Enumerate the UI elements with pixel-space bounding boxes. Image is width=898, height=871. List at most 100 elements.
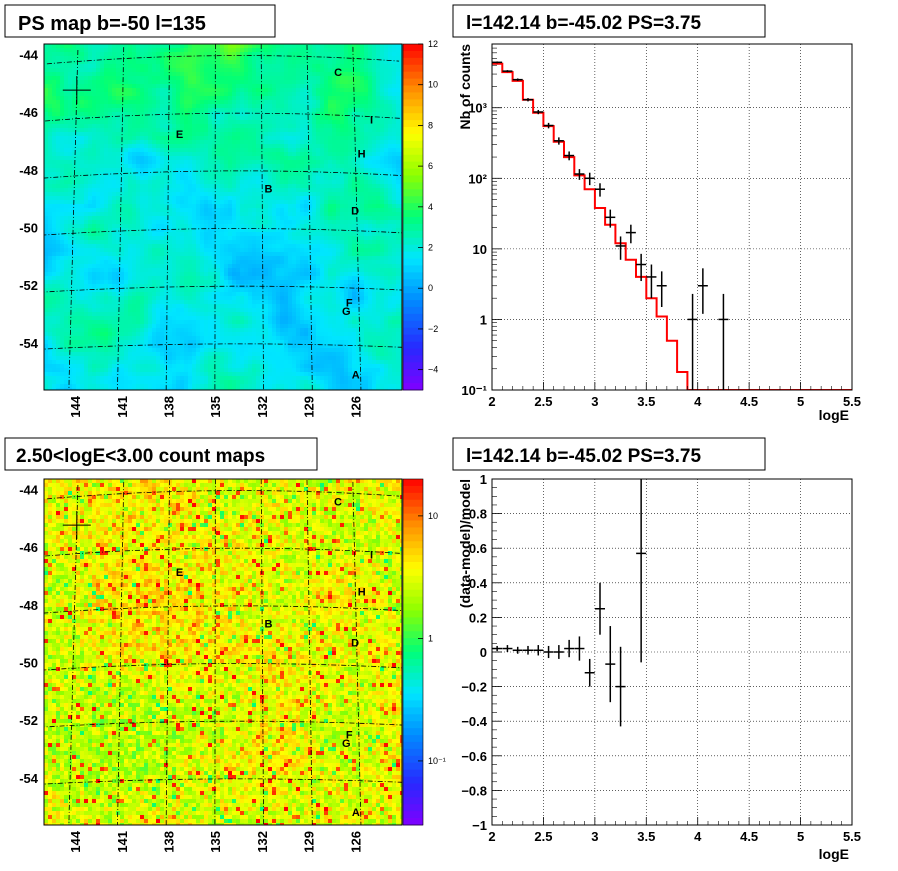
heatmap-cell: [236, 232, 241, 237]
heatmap-cell: [260, 160, 265, 165]
heatmap-cell: [132, 208, 137, 213]
heatmap-cell: [380, 60, 385, 65]
heatmap-cell: [364, 100, 369, 105]
heatmap-cell: [188, 160, 193, 165]
heatmap-cell: [316, 240, 321, 245]
heatmap-cell: [388, 124, 393, 129]
heatmap-cell: [48, 104, 53, 109]
heatmap-cell: [108, 264, 113, 269]
heatmap-cell: [176, 152, 181, 157]
heatmap-cell: [48, 236, 53, 241]
heatmap-cell: [292, 64, 297, 69]
heatmap-cell: [188, 140, 193, 145]
heatmap-cell: [380, 164, 385, 169]
heatmap-cell: [124, 176, 129, 181]
heatmap-cell: [232, 112, 237, 117]
heatmap-cell: [172, 228, 177, 233]
heatmap-cell: [52, 168, 57, 173]
heatmap-cell: [312, 128, 317, 133]
heatmap-cell: [340, 184, 345, 189]
heatmap-cell: [128, 252, 133, 257]
heatmap-cell: [84, 256, 89, 261]
heatmap-cell: [188, 84, 193, 89]
heatmap-cell: [332, 72, 337, 77]
heatmap-cell: [228, 116, 233, 121]
heatmap-cell: [316, 208, 321, 213]
heatmap-cell: [116, 252, 121, 257]
heatmap-cell: [276, 184, 281, 189]
heatmap-cell: [392, 228, 397, 233]
heatmap-cell: [184, 48, 189, 53]
heatmap-cell: [176, 228, 181, 233]
heatmap-cell: [164, 88, 169, 93]
heatmap-cell: [120, 64, 125, 69]
heatmap-cell: [144, 100, 149, 105]
heatmap-cell: [332, 92, 337, 97]
heatmap-cell: [364, 136, 369, 141]
heatmap-cell: [224, 88, 229, 93]
heatmap-cell: [220, 192, 225, 197]
heatmap-cell: [308, 100, 313, 105]
heatmap-cell: [228, 108, 233, 113]
heatmap-cell: [188, 156, 193, 161]
heatmap-cell: [392, 188, 397, 193]
heatmap-cell: [56, 192, 61, 197]
heatmap-cell: [340, 216, 345, 221]
heatmap-cell: [244, 56, 249, 61]
heatmap-cell: [72, 248, 77, 253]
heatmap-cell: [72, 136, 77, 141]
heatmap-cell: [268, 252, 273, 257]
heatmap-cell: [104, 52, 109, 57]
heatmap-cell: [316, 124, 321, 129]
heatmap-cell: [144, 180, 149, 185]
heatmap-cell: [236, 132, 241, 137]
heatmap-cell: [336, 76, 341, 81]
heatmap-cell: [344, 140, 349, 145]
heatmap-cell: [108, 80, 113, 85]
heatmap-cell: [52, 160, 57, 165]
heatmap-cell: [300, 204, 305, 209]
heatmap-cell: [272, 164, 277, 169]
heatmap-cell: [280, 44, 285, 49]
heatmap-cell: [100, 96, 105, 101]
heatmap-cell: [340, 192, 345, 197]
heatmap-cell: [224, 108, 229, 113]
heatmap-cell: [380, 88, 385, 93]
heatmap-cell: [380, 92, 385, 97]
heatmap-cell: [316, 260, 321, 265]
heatmap-cell: [192, 212, 197, 217]
heatmap-cell: [108, 252, 113, 257]
heatmap-cell: [316, 96, 321, 101]
heatmap-cell: [116, 180, 121, 185]
heatmap-cell: [84, 152, 89, 157]
heatmap-cell: [256, 96, 261, 101]
heatmap-cell: [388, 224, 393, 229]
heatmap-cell: [388, 156, 393, 161]
heatmap-cell: [340, 156, 345, 161]
heatmap-cell: [72, 164, 77, 169]
heatmap-cell: [48, 188, 53, 193]
heatmap-cell: [80, 240, 85, 245]
heatmap-cell: [48, 252, 53, 257]
heatmap-cell: [296, 260, 301, 265]
heatmap-cell: [292, 228, 297, 233]
heatmap-cell: [316, 196, 321, 201]
heatmap-cell: [340, 56, 345, 61]
heatmap-cell: [388, 188, 393, 193]
heatmap-cell: [180, 228, 185, 233]
heatmap-cell: [88, 220, 93, 225]
heatmap-cell: [140, 204, 145, 209]
heatmap-cell: [368, 116, 373, 121]
heatmap-cell: [272, 228, 277, 233]
heatmap-cell: [308, 252, 313, 257]
heatmap-cell: [96, 176, 101, 181]
heatmap-cell: [80, 248, 85, 253]
heatmap-cell: [204, 112, 209, 117]
heatmap-cell: [188, 64, 193, 69]
heatmap-cell: [372, 144, 377, 149]
heatmap-cell: [56, 52, 61, 57]
heatmap-cell: [164, 132, 169, 137]
heatmap-cell: [80, 76, 85, 81]
heatmap-cell: [224, 64, 229, 69]
heatmap-cell: [200, 212, 205, 217]
